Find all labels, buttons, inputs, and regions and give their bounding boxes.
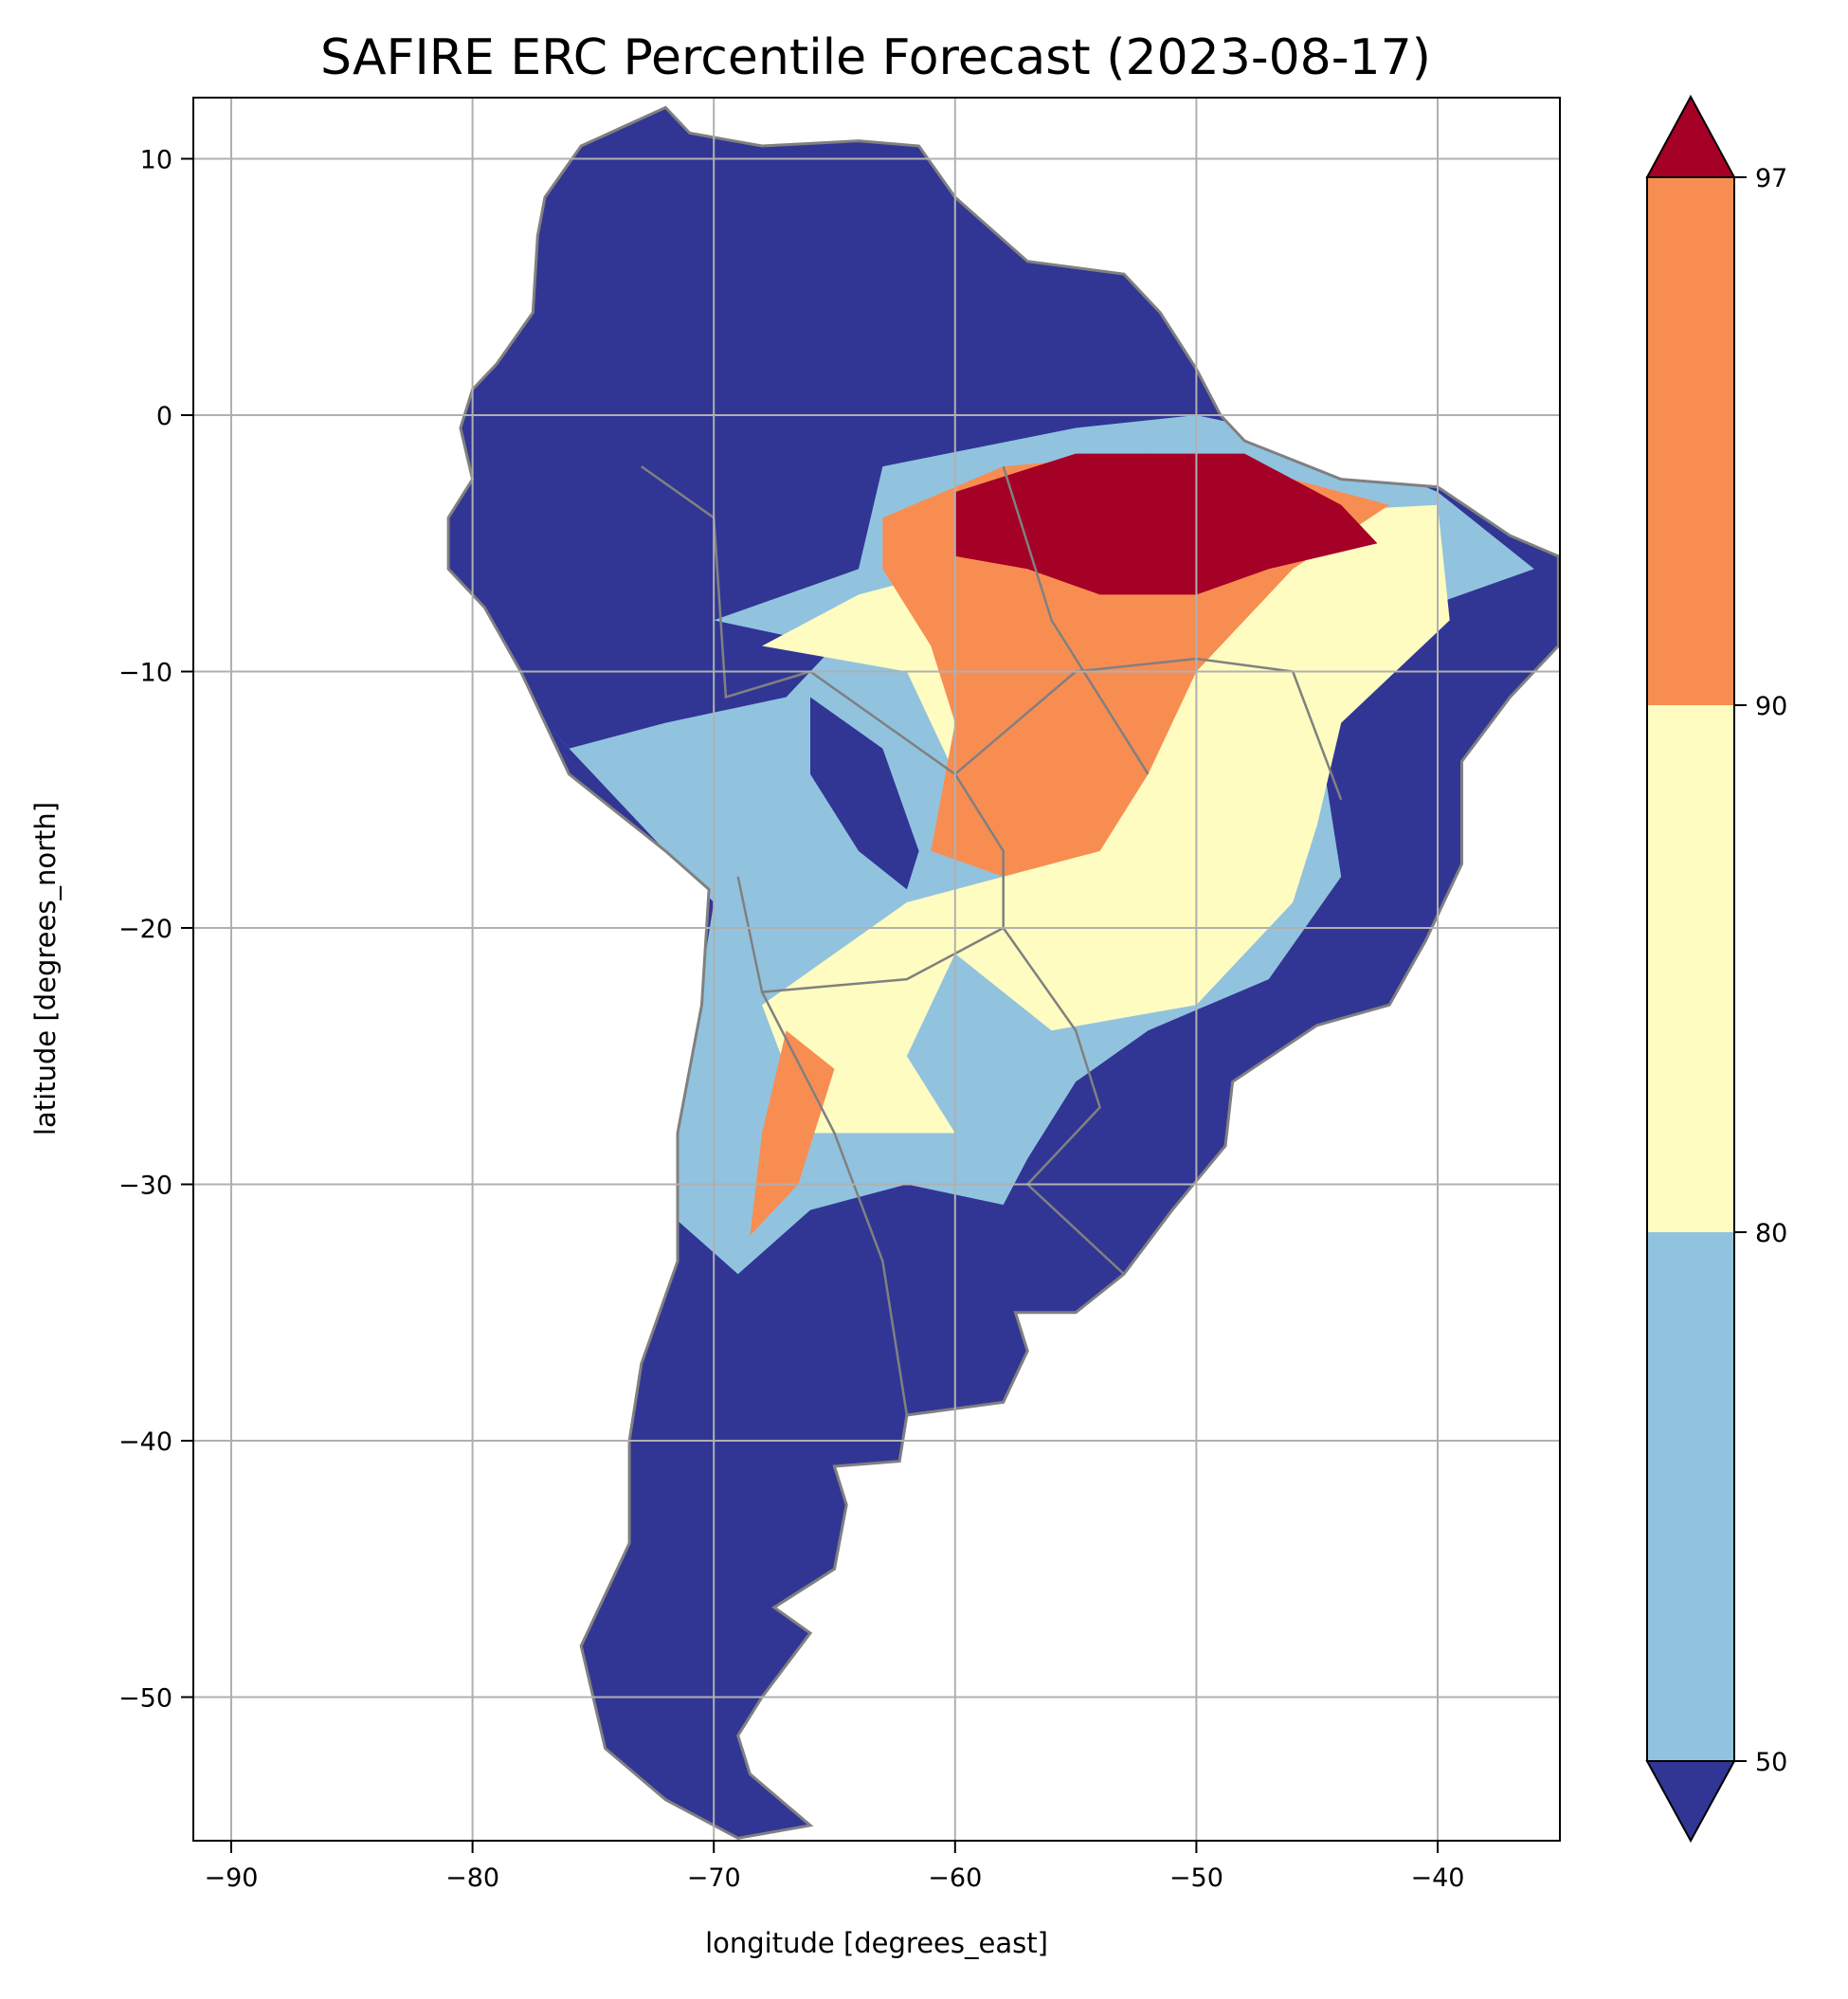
y-tick-label: −40 (118, 1427, 172, 1457)
colorbar: 50 80 90 97 (1645, 94, 1787, 1844)
colorbar-extend-low (1645, 1760, 1736, 1844)
x-axis-label: longitude [degrees_east] (705, 1927, 1048, 1959)
region-above-97 (954, 453, 1378, 595)
y-tick-label: 10 (140, 146, 172, 175)
x-tick-label: −60 (928, 1863, 982, 1893)
region-below-50-inner (810, 697, 919, 890)
x-axis: −90 −80 −70 −60 −50 −40 (205, 1841, 1465, 1893)
colorbar-tick-label: 50 (1755, 1748, 1787, 1777)
x-tick-label: −70 (687, 1863, 741, 1893)
border-line (760, 991, 909, 1416)
x-tick-label: −40 (1411, 1863, 1465, 1893)
chart-title: SAFIRE ERC Percentile Forecast (2023-08-… (320, 29, 1431, 86)
y-tick-label: −30 (118, 1172, 172, 1201)
colorbar-segment (1647, 1232, 1734, 1761)
y-tick-label: 0 (156, 402, 172, 431)
y-tick-label: −20 (118, 915, 172, 944)
border-line (641, 465, 1005, 993)
coastline (446, 105, 1560, 1840)
border-line (1002, 927, 1125, 1276)
colorbar-tick-label: 80 (1755, 1219, 1787, 1248)
x-tick-label: −50 (1169, 1863, 1223, 1893)
border-line (1002, 465, 1150, 775)
colorbar-extend-high (1645, 94, 1736, 178)
y-tick-label: −10 (118, 659, 172, 688)
axes-frame (192, 97, 1561, 1842)
y-axis: 10 0 −10 −20 −30 −40 −50 (118, 146, 193, 1714)
x-tick-label: −90 (205, 1863, 259, 1893)
colorbar-tick-label: 97 (1755, 164, 1787, 193)
x-tick-label: −80 (445, 1863, 499, 1893)
colorbar-tick-label: 90 (1755, 692, 1787, 721)
colorbar-frame (1646, 176, 1735, 1762)
map-area (446, 105, 1560, 1840)
colorbar-segment (1647, 177, 1734, 705)
y-tick-label: −50 (118, 1684, 172, 1714)
gridlines (193, 98, 1560, 1841)
colorbar-segment (1647, 705, 1734, 1232)
y-axis-label: latitude [degrees_north] (29, 802, 62, 1136)
